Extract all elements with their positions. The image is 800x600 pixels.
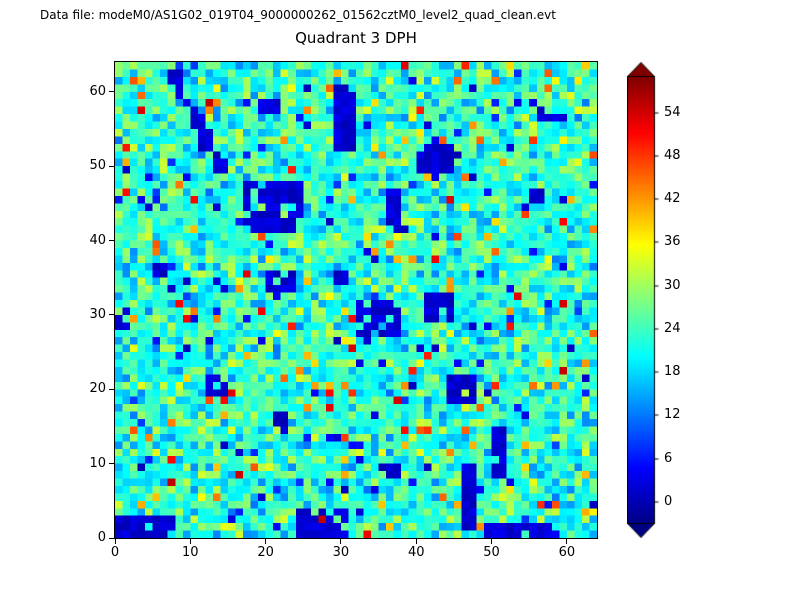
- y-axis-tick-label: 20: [89, 381, 106, 397]
- y-axis-tick: [109, 537, 114, 539]
- y-axis-tick: [109, 91, 114, 93]
- chart-title: Quadrant 3 DPH: [295, 29, 417, 47]
- x-axis-tick: [189, 539, 191, 544]
- data-file-label: Data file: modeM0/AS1G02_019T04_90000002…: [40, 8, 556, 22]
- colorbar-tick-label: 36: [664, 234, 681, 250]
- colorbar-tick-label: 42: [664, 191, 681, 207]
- y-axis-tick-label: 50: [89, 158, 106, 174]
- y-axis-tick: [109, 165, 114, 167]
- colorbar-tick-label: 30: [664, 277, 681, 293]
- y-axis-tick: [109, 388, 114, 390]
- x-axis-tick-label: 10: [182, 545, 199, 560]
- y-axis-tick-label: 0: [97, 530, 106, 545]
- colorbar-tick-label: 24: [664, 320, 681, 336]
- colorbar-canvas: [627, 62, 661, 538]
- x-axis-tick-label: 30: [332, 545, 350, 560]
- x-axis-tick: [340, 539, 342, 544]
- x-axis-tick-label: 20: [257, 545, 274, 560]
- y-axis-tick-label: 30: [89, 306, 106, 322]
- colorbar-tick-label: 6: [664, 450, 673, 466]
- plot-frame: [114, 61, 598, 539]
- colorbar-tick-label: 18: [664, 364, 681, 380]
- colorbar-tick-label: 12: [664, 407, 681, 423]
- colorbar-tick-label: 54: [664, 104, 681, 120]
- y-axis-tick-label: 10: [89, 455, 106, 471]
- x-axis-tick-label: 50: [483, 545, 500, 560]
- x-axis-tick: [415, 539, 417, 544]
- colorbar-tick-label: 48: [664, 147, 681, 163]
- x-axis-tick: [265, 539, 267, 544]
- y-axis-tick: [109, 240, 114, 241]
- x-axis-tick-label: 60: [558, 545, 576, 560]
- x-axis-tick: [491, 539, 493, 544]
- heatmap-canvas: [115, 62, 597, 538]
- y-axis-tick: [109, 463, 114, 465]
- y-axis-tick: [109, 314, 114, 316]
- x-axis-tick-label: 0: [110, 545, 120, 560]
- y-axis-tick-label: 40: [89, 232, 106, 248]
- colorbar-tick-label: 0: [664, 493, 673, 509]
- x-axis-tick: [114, 539, 116, 544]
- x-axis-tick: [566, 539, 568, 544]
- y-axis-tick-label: 60: [89, 83, 106, 99]
- x-axis-tick-label: 40: [407, 545, 425, 560]
